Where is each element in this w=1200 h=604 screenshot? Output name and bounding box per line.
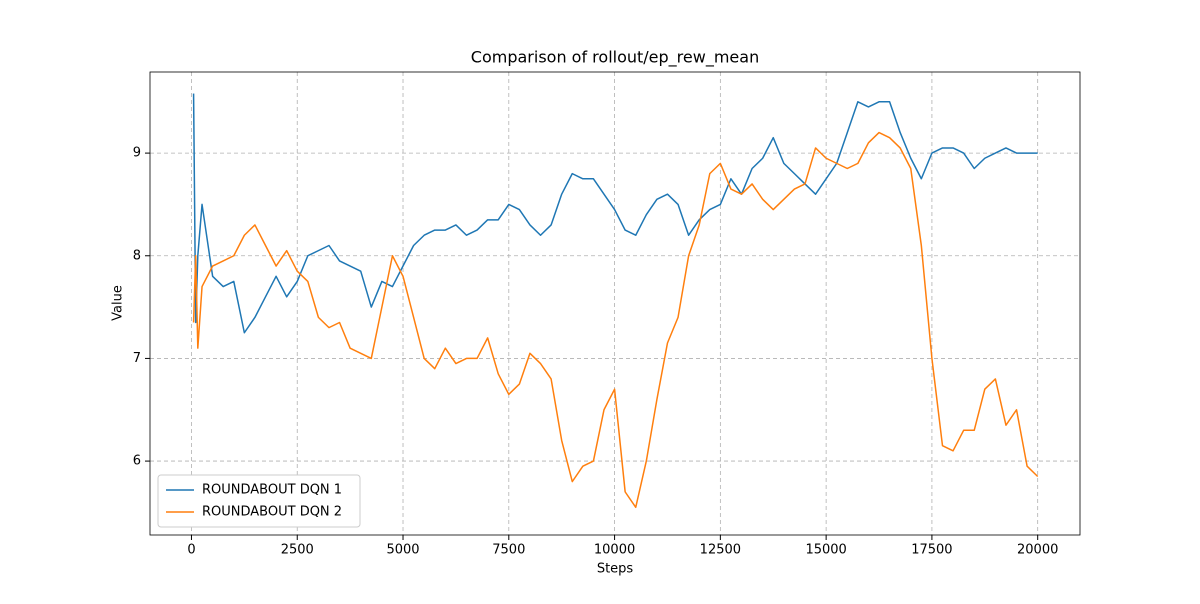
legend: ROUNDABOUT DQN 1 ROUNDABOUT DQN 2: [157, 474, 361, 528]
data-line: [192, 93, 1038, 334]
x-tick-label: 12500: [700, 543, 741, 558]
y-tick-label: 7: [133, 351, 141, 366]
x-tick-label: 20000: [1017, 543, 1058, 558]
x-tick-label: 15000: [805, 543, 846, 558]
y-tick-label: 6: [133, 454, 141, 469]
x-tick-label: 0: [187, 543, 195, 558]
y-axis-label: Value: [111, 285, 126, 321]
x-tick-label: 7500: [492, 543, 525, 558]
x-tick-label: 17500: [911, 543, 952, 558]
x-tick-label: 5000: [386, 543, 419, 558]
data-line: [192, 131, 1039, 509]
legend-label: ROUNDABOUT DQN 2: [202, 505, 342, 520]
x-tick-label: 10000: [594, 543, 635, 558]
x-axis-label: Steps: [597, 562, 634, 577]
chart-title: Comparison of rollout/ep_rew_mean: [471, 48, 759, 68]
legend-label: ROUNDABOUT DQN 1: [202, 483, 342, 498]
legend-box: [157, 474, 361, 528]
x-tick-label: 2500: [281, 543, 314, 558]
y-tick-label: 9: [133, 146, 141, 161]
plot-frame: [149, 71, 1081, 536]
y-tick-label: 8: [133, 248, 141, 263]
